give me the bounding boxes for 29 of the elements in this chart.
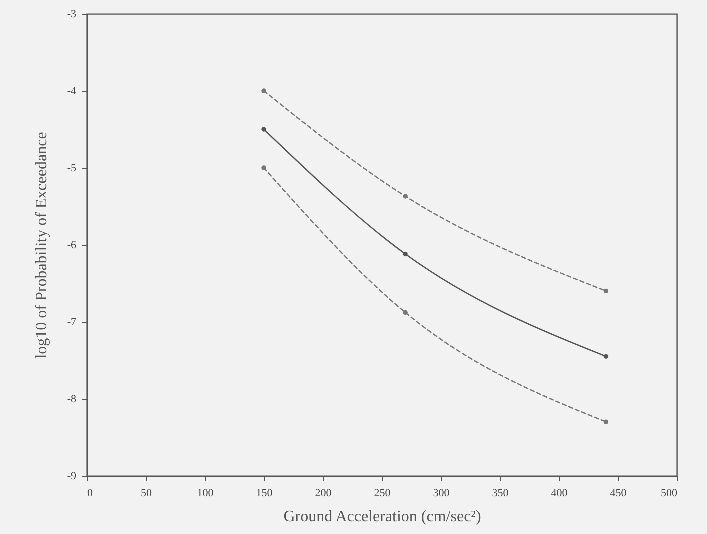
y-tick-label: -7: [67, 316, 77, 328]
x-tick-label: 400: [551, 488, 568, 500]
y-axis-title: log10 of Probability of Exceedance: [33, 132, 50, 359]
x-tick-label: 200: [315, 488, 332, 500]
point: [262, 88, 266, 94]
x-tick-label: 350: [492, 488, 510, 500]
x-tick-label: 250: [374, 488, 392, 500]
y-tick-label: -5: [67, 162, 77, 174]
y-tick-label: -6: [67, 240, 77, 252]
x-tick-label: 50: [141, 488, 152, 500]
x-tick-label: 0: [88, 488, 94, 500]
x-tick-label: 100: [197, 488, 214, 500]
point: [604, 354, 609, 359]
point: [604, 288, 609, 294]
y-tick-label: -9: [67, 470, 77, 482]
y-tick-label: -8: [67, 394, 77, 406]
point: [262, 166, 266, 170]
point: [403, 252, 408, 257]
point: [403, 194, 408, 199]
x-tick-label: 450: [610, 488, 628, 500]
y-tick-label: -3: [67, 8, 77, 20]
point: [604, 420, 609, 424]
x-tick-label: 300: [433, 488, 450, 500]
x-tick-label: 500: [661, 488, 678, 500]
x-axis-title: Ground Acceleration (cm/sec²): [284, 508, 482, 526]
point: [262, 127, 266, 132]
x-tick-label: 150: [256, 488, 274, 500]
y-tick-label: -4: [67, 86, 77, 98]
point: [403, 310, 408, 316]
